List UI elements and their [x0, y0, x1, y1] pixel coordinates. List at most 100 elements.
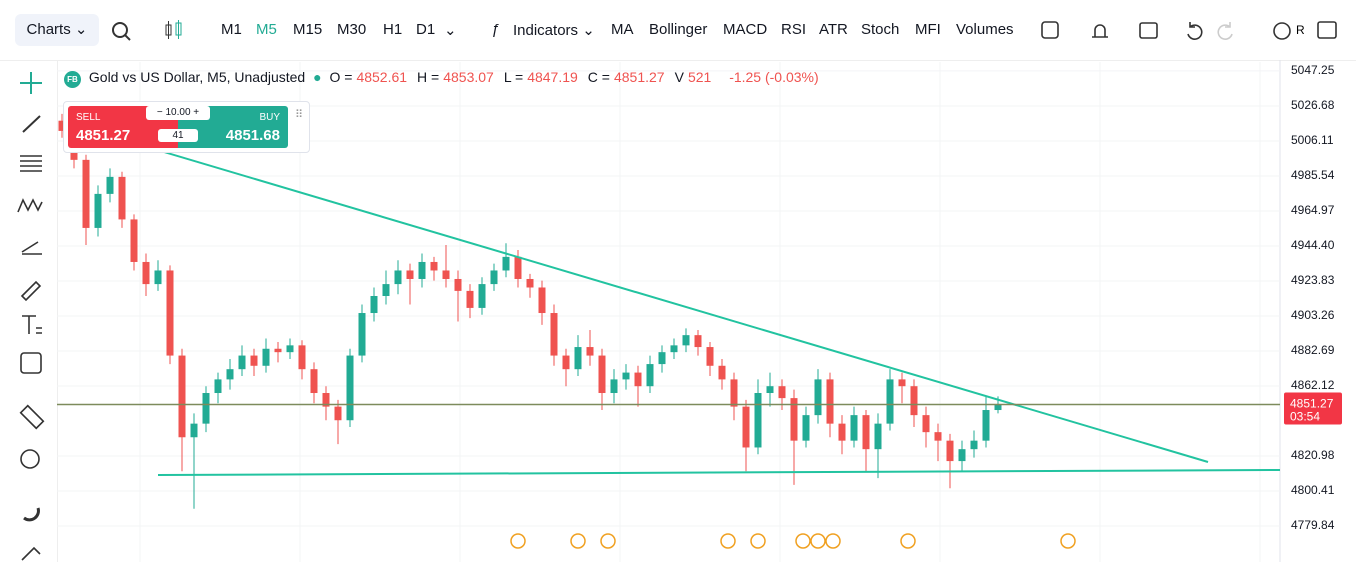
candle-body	[958, 449, 966, 462]
candle-body	[742, 406, 750, 448]
candle-body	[910, 386, 918, 416]
candle-body	[994, 404, 1002, 411]
alert-icon[interactable]	[1092, 24, 1108, 38]
candle-body	[238, 355, 246, 370]
timeframe[interactable]: H1	[383, 21, 403, 38]
candle-body	[214, 379, 222, 394]
ohlc-value: 4852.61	[356, 69, 408, 85]
search-icon[interactable]	[110, 20, 132, 42]
candle-body	[754, 393, 762, 448]
ohlc-value: 4851.27	[613, 69, 665, 85]
candle-body	[346, 355, 354, 421]
pattern-tool[interactable]	[17, 198, 43, 213]
charts-menu[interactable]: Charts ⌄	[15, 14, 99, 46]
preset[interactable]: Volumes	[956, 21, 1014, 38]
emoji-tool[interactable]	[20, 352, 42, 374]
ohlc-value: 4847.19	[527, 69, 578, 85]
candle-body	[814, 379, 822, 416]
redo-icon[interactable]	[1217, 22, 1233, 40]
candle-body	[886, 379, 894, 424]
chart-type-icon[interactable]	[163, 19, 185, 41]
y-tick-label: 4882.69	[1291, 343, 1335, 357]
candle-body	[106, 176, 114, 194]
candle-body	[58, 120, 66, 131]
preset[interactable]: MA	[611, 21, 634, 38]
y-tick-label: 5026.68	[1291, 98, 1335, 112]
crosshair-tool[interactable]	[20, 72, 42, 94]
preset[interactable]: Stoch	[861, 21, 900, 38]
trend-line	[62, 121, 1209, 463]
timeframe[interactable]: D1	[416, 21, 436, 38]
preset[interactable]: RSI	[781, 21, 807, 38]
preset[interactable]: ATR	[819, 21, 848, 38]
event-markers	[510, 533, 1076, 549]
drag-handle[interactable]: ⠿	[294, 109, 303, 121]
y-tick-label: 4820.98	[1291, 448, 1335, 462]
candle-body	[706, 347, 714, 366]
preset[interactable]: MFI	[915, 21, 941, 38]
ohlc: O = 4852.61 H = 4853.07 L = 4847.19 C = 4851.27…	[329, 69, 721, 85]
ohlc-label: L =	[503, 69, 524, 85]
candle-body	[382, 284, 390, 297]
candle-body	[850, 415, 858, 441]
candle-body	[142, 261, 150, 285]
quantity-input[interactable]: − 10.00 +	[146, 106, 210, 120]
replay-label[interactable]: R	[1296, 23, 1305, 37]
candle-body	[418, 261, 426, 279]
lock-tool[interactable]	[21, 546, 41, 561]
buy-price: 4851.68	[225, 127, 280, 144]
candle-body	[874, 423, 882, 450]
candle-body	[970, 440, 978, 450]
candle-body	[730, 379, 738, 407]
last-price-tag	[1284, 392, 1342, 425]
toolbar-icons: R	[1041, 21, 1337, 40]
candle-body	[322, 393, 330, 407]
replay-icon[interactable]	[1273, 22, 1291, 40]
candle-body	[334, 406, 342, 421]
buy-label: BUY	[259, 112, 280, 123]
candle-body	[82, 159, 90, 228]
projection-tool[interactable]	[21, 241, 42, 255]
candle-body	[778, 386, 786, 399]
candle-body	[598, 355, 606, 394]
preset[interactable]: MACD	[723, 21, 768, 38]
ohlc-label: H =	[417, 69, 440, 85]
timeframe[interactable]: M30	[337, 21, 367, 38]
ruler-tool[interactable]	[19, 404, 45, 430]
candle-body	[310, 369, 318, 394]
undo-icon[interactable]	[1187, 22, 1203, 40]
symbol-name[interactable]: Gold vs US Dollar, M5, Unadjusted	[88, 69, 306, 85]
candle-body	[802, 415, 810, 441]
y-tick-label: 4985.54	[1291, 168, 1335, 182]
zoom-tool[interactable]	[20, 449, 40, 469]
toolbar: Charts ⌄ M1 M5 M15 M30 H1 D1 ⌄ ƒ Indicat…	[0, 0, 1356, 61]
candle-body	[862, 415, 870, 450]
timeframe[interactable]: M15	[293, 21, 323, 38]
candle-body	[718, 365, 726, 380]
timeframe[interactable]: M1	[221, 21, 242, 38]
support-line	[157, 469, 1281, 476]
text-tool[interactable]	[22, 315, 42, 334]
more-timeframes[interactable]: ⌄	[444, 22, 457, 39]
indicators-menu[interactable]: Indicators ⌄	[513, 22, 595, 39]
candle-body	[406, 270, 414, 279]
fib-tool[interactable]	[20, 155, 42, 172]
line-tool[interactable]	[22, 115, 41, 133]
candle-body	[898, 379, 906, 387]
preset[interactable]: Bollinger	[649, 21, 708, 38]
chart-legend: FB Gold vs US Dollar, M5, Unadjusted ● O…	[64, 69, 823, 88]
panel-icon[interactable]	[1317, 21, 1337, 39]
candle-body	[190, 423, 198, 438]
calendar-icon[interactable]	[1139, 22, 1158, 39]
y-tick-label: 4800.41	[1291, 483, 1335, 497]
magnet-tool[interactable]	[23, 507, 40, 522]
status-dot: ●	[313, 69, 322, 85]
layout-icon[interactable]	[1041, 21, 1059, 39]
candle-body	[574, 347, 582, 370]
candle-body	[130, 219, 138, 262]
timeframe[interactable]: M5	[256, 21, 277, 38]
candle-body	[538, 287, 546, 314]
brush-tool[interactable]	[20, 280, 42, 302]
